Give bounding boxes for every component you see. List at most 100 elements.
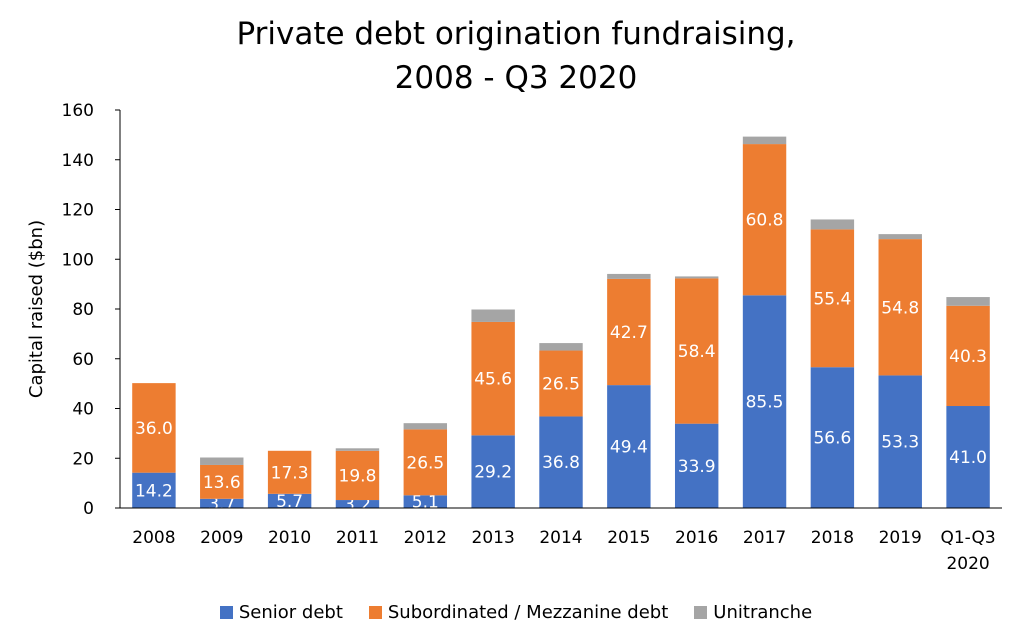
legend-label-mezzanine: Subordinated / Mezzanine debt	[387, 601, 669, 623]
bar-segment-senior	[471, 435, 515, 508]
bar-segment-mezzanine	[200, 464, 244, 499]
chart-title: Private debt origination fundraising, 20…	[0, 12, 1032, 100]
y-tick-label: 160	[62, 101, 94, 121]
y-tick-label: 140	[62, 151, 94, 171]
x-tick-label: 2014	[539, 528, 582, 548]
bar-segment-senior	[132, 472, 176, 508]
data-label: 26.5	[542, 375, 580, 395]
y-tick-label: 0	[83, 499, 94, 519]
bar-segment-mezzanine	[471, 321, 515, 436]
bar-segment-unitranche	[335, 448, 380, 451]
data-label: 42.7	[610, 323, 648, 343]
bar-segment-senior	[200, 498, 244, 508]
data-label: 55.4	[813, 289, 851, 309]
data-label: 17.3	[271, 463, 309, 483]
chart-title-line-2: 2008 - Q3 2020	[394, 60, 638, 96]
x-tick-label: Q1-Q3	[940, 528, 995, 548]
data-label: 5.1	[412, 493, 439, 513]
x-tick-label: 2009	[200, 528, 243, 548]
x-tick-label: 2011	[336, 528, 379, 548]
data-label: 40.3	[949, 347, 987, 367]
data-label: 49.4	[610, 438, 648, 458]
bar-segment-mezzanine	[267, 450, 312, 494]
data-label: 85.5	[746, 393, 784, 413]
bar-segment-mezzanine	[403, 429, 448, 496]
bar-segment-mezzanine	[810, 229, 855, 368]
data-label: 14.2	[135, 481, 173, 501]
data-label: 36.0	[135, 419, 173, 439]
y-tick-label: 20	[72, 449, 94, 469]
data-label: 3.7	[208, 494, 235, 514]
x-tick-label: 2010	[268, 528, 311, 548]
bar-segment-unitranche	[403, 423, 448, 430]
bar-segment-senior	[607, 385, 651, 508]
legend-item-senior: Senior debt	[219, 601, 343, 623]
legend-item-mezzanine: Subordinated / Mezzanine debt	[368, 601, 669, 623]
y-tick-label: 40	[72, 400, 94, 420]
bar-segment-mezzanine	[878, 239, 922, 376]
legend-item-unitranche: Unitranche	[694, 602, 812, 623]
chart-title-line-1: Private debt origination fundraising,	[236, 16, 796, 52]
bar-segment-mezzanine	[335, 450, 380, 501]
data-label: 56.6	[813, 429, 851, 449]
bar-segment-senior	[403, 495, 448, 508]
bar-segment-unitranche	[742, 136, 787, 145]
x-tick-label: 2020	[946, 554, 989, 574]
bar-segment-senior	[539, 416, 583, 508]
bar-segment-senior	[878, 375, 922, 508]
bar-segment-unitranche	[539, 343, 583, 351]
bar-segment-unitranche	[607, 273, 651, 279]
y-tick-label: 100	[62, 250, 94, 270]
data-label: 36.8	[542, 453, 580, 473]
data-label: 58.4	[678, 342, 716, 362]
legend-swatch-mezzanine	[368, 605, 382, 619]
y-tick-label: 80	[72, 300, 94, 320]
data-label: 26.5	[406, 453, 444, 473]
data-label: 13.6	[203, 473, 241, 493]
bar-segment-mezzanine	[674, 278, 719, 424]
data-label: 5.7	[276, 492, 303, 512]
bar-segment-unitranche	[471, 309, 515, 322]
bar-segment-unitranche	[946, 297, 990, 306]
x-tick-label: 2013	[472, 528, 515, 548]
data-label: 45.6	[474, 370, 512, 390]
data-label: 54.8	[881, 298, 919, 318]
x-tick-label: 2019	[879, 528, 922, 548]
bar-segment-unitranche	[674, 276, 719, 279]
bar-segment-unitranche	[810, 219, 855, 230]
data-label: 41.0	[949, 448, 987, 468]
bar-segment-unitranche	[200, 457, 244, 465]
x-tick-label: 2018	[811, 528, 854, 548]
bar-segment-mezzanine	[539, 350, 583, 417]
data-label: 60.8	[746, 211, 784, 231]
bar-segment-senior	[742, 295, 787, 508]
y-axis-title: Capital raised ($bn)	[26, 220, 47, 398]
data-label: 33.9	[678, 457, 716, 477]
bar-segment-mezzanine	[607, 278, 651, 386]
bar-segment-mezzanine	[946, 305, 990, 407]
bar-segment-senior	[674, 423, 719, 508]
x-tick-label: 2015	[607, 528, 650, 548]
legend-label-senior: Senior debt	[238, 601, 343, 623]
legend-label-unitranche: Unitranche	[713, 601, 813, 623]
bar-segment-senior	[335, 500, 380, 508]
data-label: 29.2	[474, 463, 512, 483]
y-tick-label: 60	[72, 350, 94, 370]
x-tick-label: 2017	[743, 528, 786, 548]
legend-swatch-unitranche	[694, 605, 708, 619]
legend-swatch-senior	[219, 605, 233, 619]
x-tick-label: 2008	[132, 528, 175, 548]
data-label: 19.8	[339, 466, 377, 486]
bar-segment-unitranche	[878, 234, 922, 240]
legend: Senior debt Subordinated / Mezzanine deb…	[0, 598, 1032, 626]
bar-segment-senior	[267, 493, 312, 508]
bar-segment-mezzanine	[742, 144, 787, 296]
y-tick-label: 120	[62, 201, 94, 221]
bar-segment-senior	[946, 406, 990, 508]
bar-segment-senior	[810, 367, 855, 508]
x-tick-label: 2012	[404, 528, 447, 548]
bar-segment-mezzanine	[132, 383, 176, 473]
data-label: 53.3	[881, 433, 919, 453]
